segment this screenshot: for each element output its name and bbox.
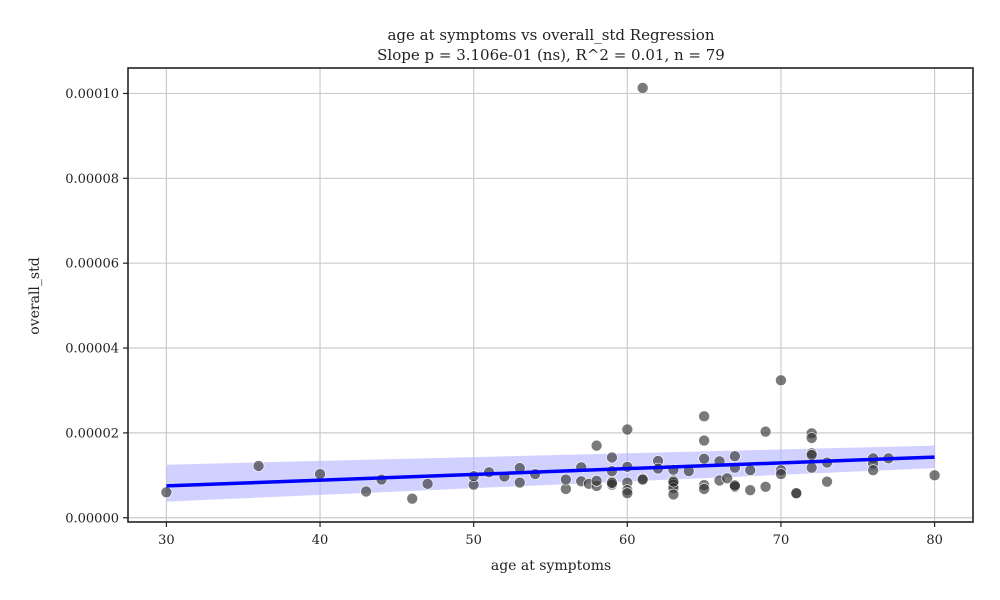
data-point: [698, 434, 710, 447]
x-tick-label: 30: [158, 533, 175, 548]
y-tick-label: 0.00010: [65, 87, 119, 102]
data-point: [621, 487, 634, 499]
data-point: [590, 475, 603, 487]
data-point: [636, 473, 649, 486]
y-tick-label: 0.00000: [65, 511, 119, 526]
data-point: [636, 82, 649, 94]
regression-line-layer: [166, 455, 935, 488]
data-point: [606, 451, 618, 464]
data-point: [744, 464, 757, 477]
data-point: [821, 475, 833, 488]
data-point: [867, 464, 879, 477]
data-point: [406, 492, 419, 505]
data-point: [590, 439, 603, 452]
data-point: [928, 469, 941, 482]
data-point: [805, 449, 818, 461]
data-point: [721, 472, 733, 485]
data-point: [160, 486, 173, 499]
data-point: [621, 423, 634, 436]
data-point: [805, 432, 818, 444]
plot-frame: [127, 67, 974, 523]
confidence-band: [166, 445, 935, 502]
data-point: [513, 476, 526, 489]
scatter-points: [160, 82, 941, 505]
data-point: [759, 480, 772, 493]
data-point: [775, 468, 787, 480]
data-point: [805, 461, 818, 474]
x-axis-ticks: 30 40 50 60 70 80: [158, 522, 943, 548]
data-point: [729, 450, 741, 463]
data-point: [314, 468, 326, 480]
data-point: [252, 460, 265, 472]
y-tick-label: 0.00008: [65, 172, 119, 187]
y-axis-label: overall_std: [27, 257, 43, 334]
data-point: [759, 425, 772, 438]
data-point: [729, 479, 741, 492]
y-axis-ticks: 0.00000 0.00002 0.00004 0.00006 0.00008 0.000…: [65, 87, 128, 526]
data-point: [360, 485, 372, 498]
data-point: [790, 487, 803, 499]
data-point: [667, 475, 680, 488]
data-point: [421, 478, 434, 490]
data-point: [698, 452, 710, 465]
x-tick-label: 50: [465, 533, 482, 548]
data-point: [667, 488, 680, 501]
data-point: [744, 484, 757, 496]
x-tick-label: 70: [773, 533, 790, 548]
x-tick-label: 80: [926, 533, 943, 548]
confidence-band-layer: [166, 445, 935, 502]
chart-title: age at symptoms vs overall_std Regressio…: [387, 26, 714, 44]
y-tick-label: 0.00004: [65, 342, 119, 357]
x-tick-label: 60: [619, 533, 636, 548]
x-tick-label: 40: [312, 533, 329, 548]
grid-lines: [128, 68, 973, 522]
chart-subtitle: Slope p = 3.106e-01 (ns), R^2 = 0.01, n …: [377, 46, 725, 64]
data-point: [775, 374, 787, 387]
x-axis-label: age at symptoms: [491, 558, 611, 574]
data-point: [698, 483, 710, 495]
regression-line: [166, 455, 935, 488]
data-point: [606, 477, 618, 489]
y-tick-label: 0.00002: [65, 426, 119, 441]
data-point: [698, 410, 710, 423]
data-point: [560, 473, 572, 486]
y-tick-label: 0.00006: [65, 257, 119, 272]
